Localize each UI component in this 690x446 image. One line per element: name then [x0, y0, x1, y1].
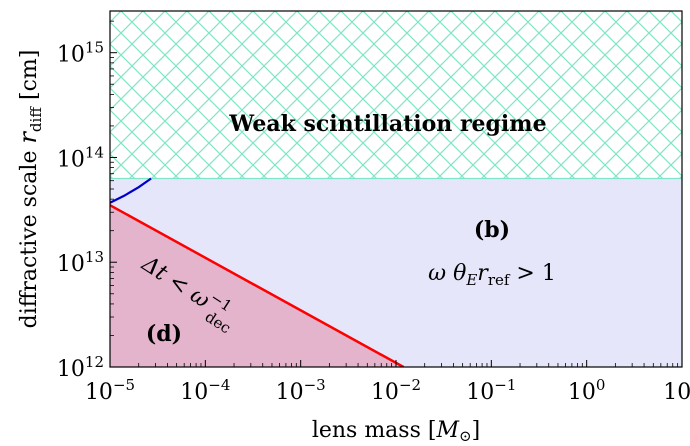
y-tick-label: 1013	[57, 248, 104, 277]
y-tick-label: 1014	[57, 143, 104, 172]
x-tick-label: 10−4	[180, 376, 230, 405]
region-b-label: (b)	[474, 217, 510, 243]
red-boundary-line	[110, 204, 405, 367]
x-tick-label: 101	[663, 376, 690, 405]
weak-regime-hatch	[110, 11, 682, 179]
y-axis-ticks: 1012 1013 1014 1015	[57, 20, 117, 382]
x-tick-label: 10−2	[371, 376, 421, 405]
x-tick-label: 10−1	[466, 376, 516, 405]
x-axis-ticks: 10−5 10−4 10−3 10−2 10−1 100 101	[85, 360, 690, 405]
x-axis-title: lens mass [M⊙]	[312, 418, 480, 445]
x-tick-label: 10−3	[276, 376, 326, 405]
x-tick-label: 100	[568, 376, 606, 405]
region-d-label: (d)	[146, 321, 182, 347]
x-tick-label: 10−5	[85, 376, 135, 405]
blue-boundary-line	[110, 177, 152, 204]
y-tick-label: 1015	[57, 39, 104, 68]
y-tick-label: 1012	[57, 353, 104, 382]
region-b-condition: ω θErref > 1	[428, 261, 556, 289]
y-axis-title: diffractive scale rdiff [cm]	[14, 50, 45, 329]
weak-regime-label: Weak scintillation regime	[228, 111, 546, 137]
